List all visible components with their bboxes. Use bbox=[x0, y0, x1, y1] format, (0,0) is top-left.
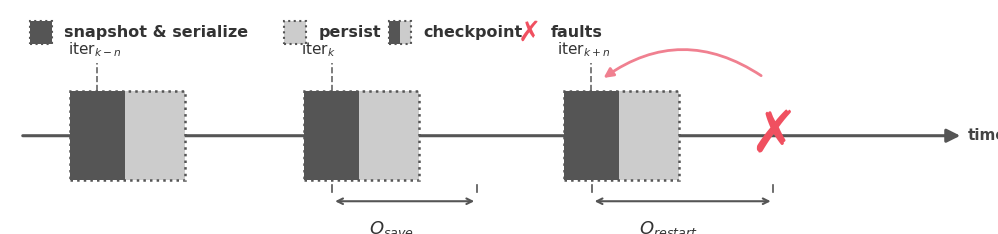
Bar bbox=[400, 21, 411, 44]
Bar bbox=[564, 91, 619, 180]
Text: iter$_{k-n}$: iter$_{k-n}$ bbox=[68, 40, 121, 58]
FancyArrowPatch shape bbox=[606, 50, 761, 76]
Bar bbox=[619, 91, 679, 180]
Text: ✗: ✗ bbox=[517, 19, 541, 47]
Bar bbox=[389, 21, 400, 44]
Text: $O_{save}$: $O_{save}$ bbox=[368, 219, 414, 234]
Text: iter$_{k}$: iter$_{k}$ bbox=[301, 40, 336, 58]
Text: snapshot & serialize: snapshot & serialize bbox=[64, 25, 248, 40]
Text: $O_{restart}$: $O_{restart}$ bbox=[640, 219, 698, 234]
Text: persist: persist bbox=[318, 25, 381, 40]
Text: faults: faults bbox=[551, 25, 603, 40]
Bar bbox=[284, 21, 306, 44]
Bar bbox=[304, 91, 359, 180]
Bar bbox=[30, 21, 52, 44]
Text: timeline: timeline bbox=[968, 128, 998, 143]
Text: ✗: ✗ bbox=[749, 107, 797, 164]
Bar bbox=[359, 91, 419, 180]
Bar bbox=[70, 91, 125, 180]
Text: iter$_{k+n}$: iter$_{k+n}$ bbox=[557, 40, 610, 58]
Bar bbox=[389, 21, 411, 44]
Bar bbox=[70, 91, 185, 180]
Bar bbox=[304, 91, 419, 180]
Bar bbox=[125, 91, 185, 180]
Bar bbox=[564, 91, 679, 180]
Text: checkpoint: checkpoint bbox=[423, 25, 522, 40]
